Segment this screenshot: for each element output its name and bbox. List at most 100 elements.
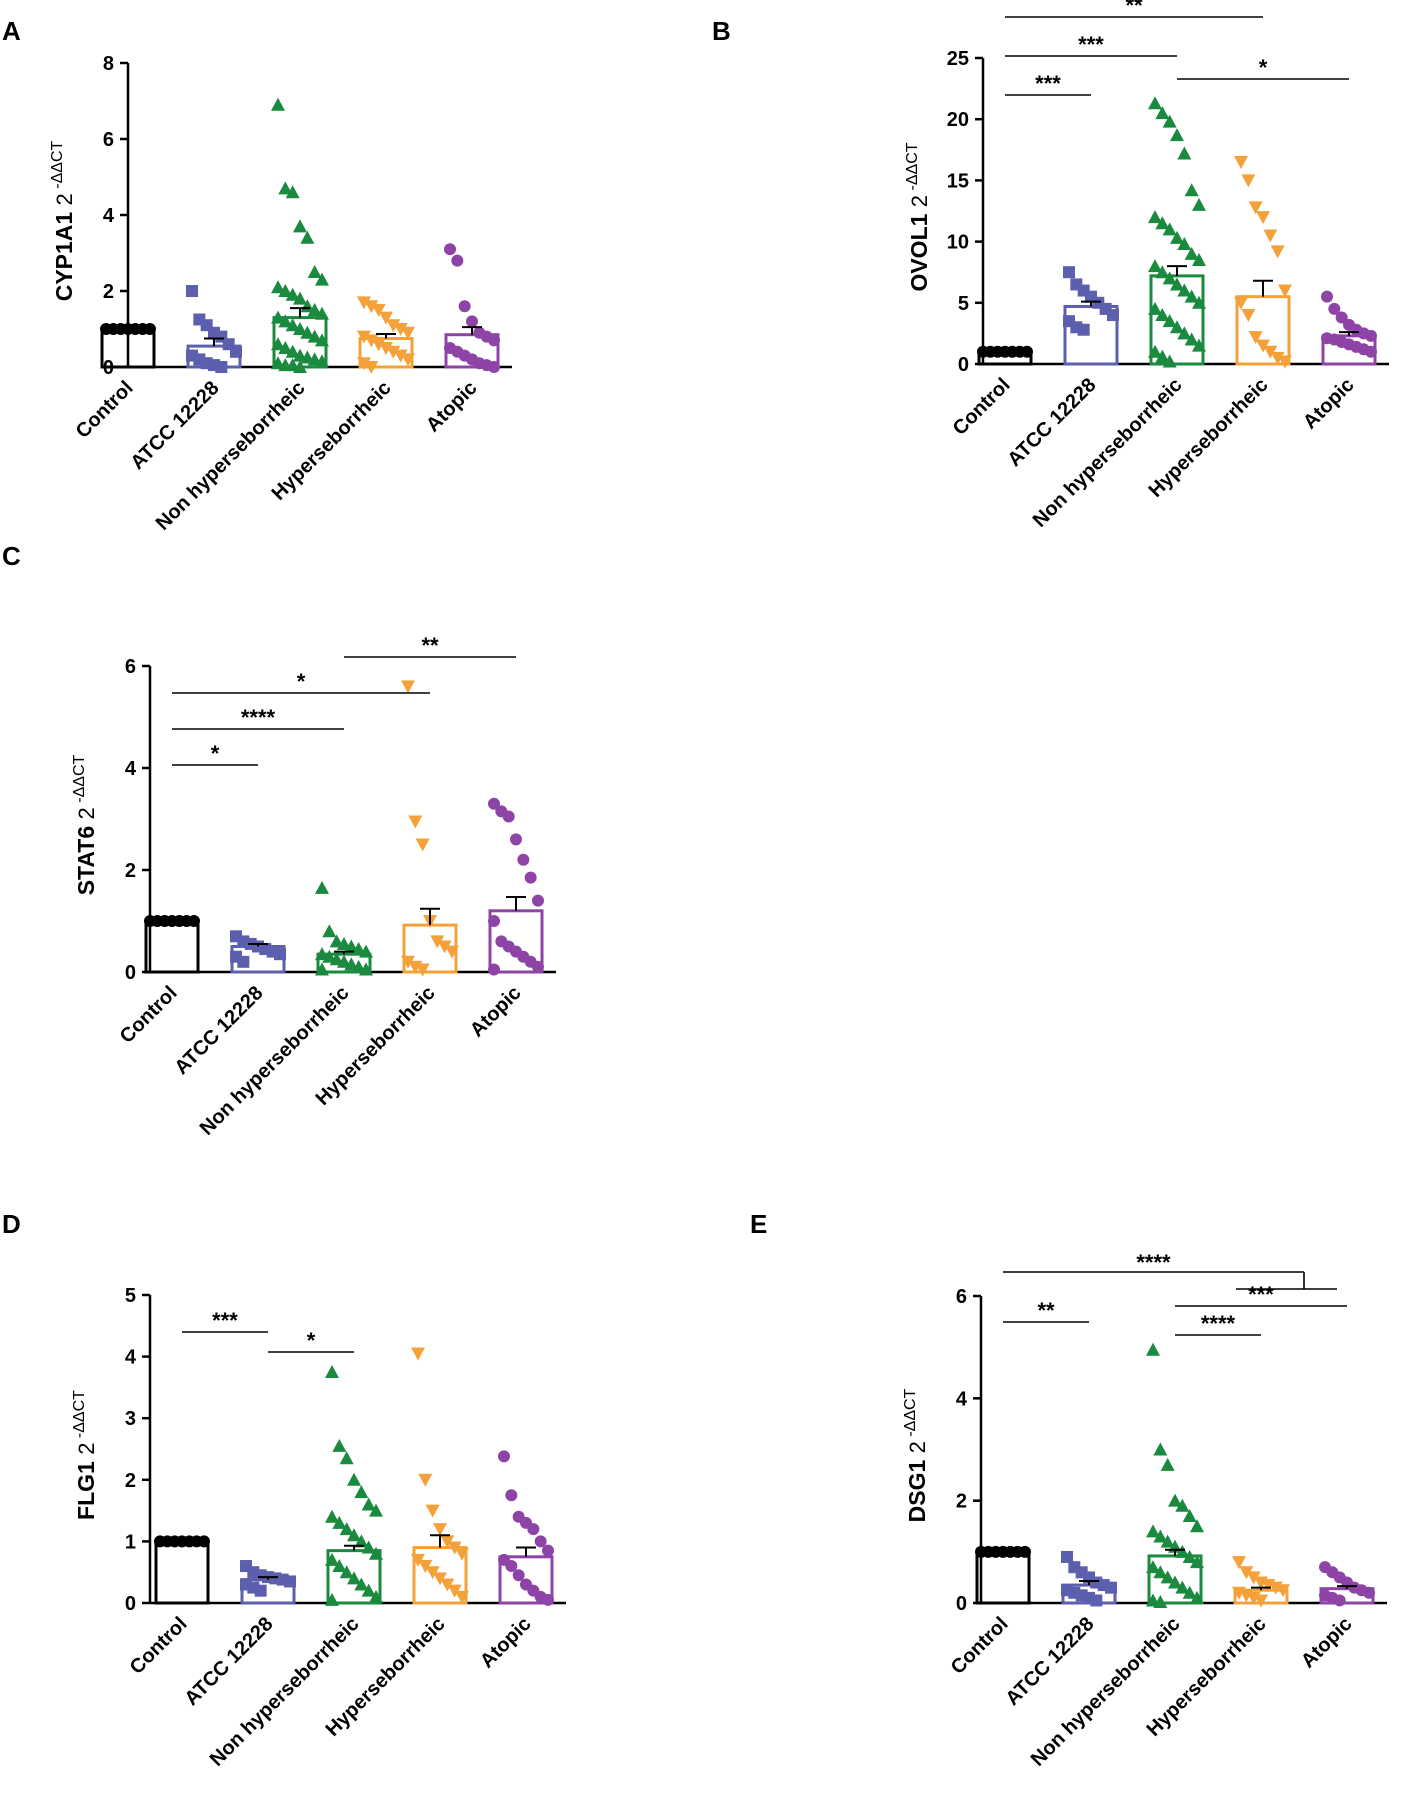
bar-control <box>144 919 200 974</box>
y-tick-label: 6 <box>103 129 114 151</box>
data-point <box>1335 311 1348 324</box>
data-point <box>451 254 464 267</box>
data-point <box>307 329 322 343</box>
data-point <box>1155 216 1170 230</box>
data-point <box>332 1515 347 1529</box>
data-point <box>488 915 500 927</box>
data-point <box>307 303 322 316</box>
data-point <box>1077 323 1090 336</box>
y-label-gene: FLG1 <box>73 1455 99 1520</box>
data-point <box>1162 271 1177 285</box>
data-point <box>361 1497 376 1511</box>
data-point <box>293 291 307 305</box>
data-point <box>542 1593 554 1606</box>
data-point <box>274 948 286 961</box>
data-point <box>505 1560 518 1573</box>
data-point <box>425 1504 440 1518</box>
data-point <box>527 1523 540 1536</box>
data-point <box>315 333 329 347</box>
sig-label: ** <box>421 633 439 658</box>
data-point <box>532 960 544 973</box>
data-point <box>524 871 537 884</box>
data-point <box>278 314 293 328</box>
data-point <box>510 833 522 846</box>
data-point <box>271 97 285 111</box>
data-point <box>188 915 200 927</box>
sig-label: *** <box>1078 32 1104 57</box>
data-point <box>1090 1594 1103 1607</box>
data-point <box>278 341 293 354</box>
data-point <box>1278 355 1292 369</box>
data-point <box>415 963 430 977</box>
data-point <box>532 894 544 907</box>
y-axis-label: DSG1 2 -ΔΔCT <box>902 1388 930 1522</box>
data-point <box>300 230 315 244</box>
data-point <box>1234 296 1248 310</box>
data-point <box>1276 1584 1290 1598</box>
data-point <box>1270 351 1285 365</box>
data-point <box>502 810 515 823</box>
data-point <box>315 962 329 976</box>
panel-letter: D <box>2 1209 21 1239</box>
y-label-exponent: -ΔΔCT <box>71 1390 88 1443</box>
data-point <box>542 1544 554 1557</box>
data-point <box>440 1578 455 1592</box>
y-label-base: 2 <box>905 1441 930 1453</box>
data-point <box>1155 106 1170 120</box>
y-tick-label: 3 <box>125 1408 136 1430</box>
sig-label: * <box>307 1328 316 1353</box>
data-point <box>254 1584 267 1597</box>
category-label: Control <box>116 982 182 1048</box>
bar-control <box>975 1550 1031 1605</box>
data-point <box>1153 1594 1168 1608</box>
y-axis-label: STAT6 2 -ΔΔCT <box>71 755 99 896</box>
data-point <box>300 325 315 339</box>
data-point <box>534 1535 547 1548</box>
data-point <box>1170 128 1184 142</box>
data-point <box>455 1590 469 1604</box>
data-point <box>198 1535 210 1548</box>
data-point <box>1162 222 1177 236</box>
data-point <box>361 1540 376 1554</box>
data-point <box>425 1566 440 1580</box>
y-axis-label: FLG1 2 -ΔΔCT <box>71 1390 99 1520</box>
data-point <box>359 944 373 958</box>
data-point <box>1256 211 1270 225</box>
category-label: Non hyperseborrheic <box>152 377 310 535</box>
category-label: Atopic <box>466 982 526 1042</box>
data-point <box>445 945 459 959</box>
bar-control <box>154 1539 210 1605</box>
y-tick-label: 20 <box>947 109 969 131</box>
sig-label: **** <box>1201 1311 1236 1336</box>
data-point <box>411 1553 425 1567</box>
data-point <box>1184 246 1199 260</box>
sig-label: ** <box>1125 0 1143 18</box>
data-point <box>418 1560 433 1574</box>
data-point <box>1146 1342 1160 1356</box>
category-label: ATCC 12228 <box>126 377 223 474</box>
category-label: Atopic <box>1297 1613 1357 1673</box>
data-point <box>1263 345 1278 359</box>
y-tick-label: 4 <box>125 1347 137 1369</box>
category-label: ATCC 12228 <box>1001 1613 1098 1710</box>
data-point <box>458 300 471 313</box>
data-point <box>339 1451 354 1465</box>
data-point <box>369 1503 383 1517</box>
data-point <box>1170 277 1184 291</box>
data-point <box>505 1489 518 1502</box>
data-point <box>401 680 415 694</box>
data-point <box>1146 1560 1160 1574</box>
data-point <box>1148 344 1162 358</box>
data-point <box>1365 329 1377 342</box>
panel-letter: B <box>712 16 731 46</box>
data-point <box>401 353 415 367</box>
data-point <box>437 940 452 954</box>
data-point <box>322 924 337 938</box>
data-point <box>1241 309 1256 323</box>
y-label-gene: STAT6 <box>73 819 99 895</box>
data-point <box>347 1571 361 1585</box>
data-point <box>278 284 293 297</box>
y-label-exponent: -ΔΔCT <box>904 142 921 195</box>
data-point <box>1170 230 1184 244</box>
